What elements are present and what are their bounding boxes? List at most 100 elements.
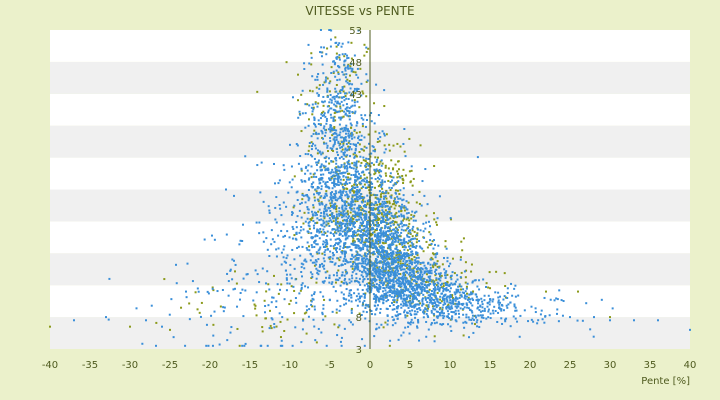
data-point bbox=[323, 125, 326, 128]
data-point bbox=[353, 198, 356, 201]
data-point bbox=[395, 293, 398, 296]
data-point bbox=[435, 284, 438, 287]
data-point bbox=[406, 263, 409, 266]
data-point bbox=[329, 139, 332, 142]
data-point bbox=[340, 45, 343, 48]
data-point bbox=[338, 214, 341, 217]
data-point bbox=[309, 154, 312, 157]
data-point bbox=[393, 240, 396, 243]
data-point bbox=[356, 67, 359, 70]
data-point bbox=[357, 160, 360, 163]
data-point bbox=[336, 220, 339, 223]
data-point bbox=[402, 260, 405, 263]
data-point bbox=[391, 168, 394, 171]
data-point bbox=[425, 320, 428, 323]
data-point bbox=[577, 290, 579, 293]
data-point bbox=[416, 310, 419, 313]
data-point bbox=[430, 242, 433, 245]
data-point bbox=[478, 309, 481, 312]
data-point bbox=[256, 273, 259, 276]
data-point bbox=[430, 322, 433, 325]
data-point bbox=[371, 281, 374, 284]
data-point bbox=[445, 296, 448, 299]
data-point bbox=[384, 293, 387, 296]
data-point bbox=[372, 163, 375, 166]
data-point bbox=[372, 253, 375, 256]
data-point bbox=[414, 291, 417, 294]
data-point bbox=[358, 226, 361, 229]
data-point bbox=[260, 161, 263, 164]
data-point bbox=[396, 310, 399, 313]
data-point bbox=[415, 253, 418, 256]
data-point bbox=[365, 263, 368, 266]
data-point bbox=[324, 168, 327, 171]
data-point bbox=[352, 222, 355, 225]
data-point bbox=[381, 251, 384, 254]
data-point bbox=[457, 305, 460, 308]
data-point bbox=[344, 269, 347, 272]
data-point bbox=[407, 306, 410, 309]
data-point bbox=[514, 284, 517, 287]
data-point bbox=[363, 267, 366, 270]
data-point bbox=[293, 204, 296, 207]
data-point bbox=[395, 301, 398, 304]
data-point bbox=[423, 277, 426, 280]
data-point bbox=[358, 253, 361, 256]
data-point bbox=[336, 178, 339, 181]
data-point bbox=[385, 230, 388, 233]
data-point bbox=[358, 181, 361, 184]
data-point bbox=[336, 228, 339, 231]
data-point bbox=[423, 264, 426, 267]
data-point bbox=[368, 142, 371, 145]
data-point bbox=[384, 209, 387, 212]
data-point bbox=[343, 63, 346, 66]
data-point bbox=[323, 267, 326, 270]
data-point bbox=[348, 245, 351, 248]
data-point bbox=[445, 289, 448, 292]
data-point bbox=[254, 307, 257, 310]
data-point bbox=[305, 246, 308, 249]
data-point bbox=[412, 271, 415, 274]
data-point bbox=[384, 192, 387, 195]
data-point bbox=[374, 269, 377, 272]
data-point bbox=[349, 166, 352, 169]
data-point bbox=[293, 258, 296, 261]
data-point bbox=[454, 293, 457, 296]
data-point bbox=[374, 245, 377, 248]
data-point bbox=[330, 201, 333, 204]
data-point bbox=[382, 268, 385, 271]
y-tick-label: 48 bbox=[349, 58, 362, 69]
data-point bbox=[396, 295, 399, 298]
data-point bbox=[300, 287, 303, 290]
data-point bbox=[513, 287, 516, 290]
data-point bbox=[394, 189, 397, 192]
data-point bbox=[286, 230, 289, 233]
data-point bbox=[406, 311, 409, 314]
data-point bbox=[364, 206, 367, 209]
data-point bbox=[433, 165, 436, 168]
data-point bbox=[364, 177, 367, 180]
data-point bbox=[203, 238, 206, 241]
data-point bbox=[364, 125, 367, 128]
data-point bbox=[417, 261, 420, 264]
data-point bbox=[314, 211, 317, 214]
data-point bbox=[330, 196, 333, 199]
data-point bbox=[350, 197, 353, 200]
data-point bbox=[354, 258, 357, 261]
data-point bbox=[457, 312, 460, 315]
data-point bbox=[314, 125, 317, 128]
data-point bbox=[345, 226, 348, 229]
data-point bbox=[323, 114, 326, 117]
data-point bbox=[300, 262, 303, 265]
data-point bbox=[393, 200, 396, 203]
data-point bbox=[391, 235, 394, 238]
data-point bbox=[336, 226, 339, 229]
data-point bbox=[342, 73, 345, 76]
data-point bbox=[268, 327, 271, 330]
data-point bbox=[388, 282, 391, 285]
data-point bbox=[393, 299, 396, 302]
data-point bbox=[231, 278, 234, 281]
data-point bbox=[373, 122, 376, 125]
data-point bbox=[338, 110, 341, 113]
data-point bbox=[388, 238, 391, 241]
